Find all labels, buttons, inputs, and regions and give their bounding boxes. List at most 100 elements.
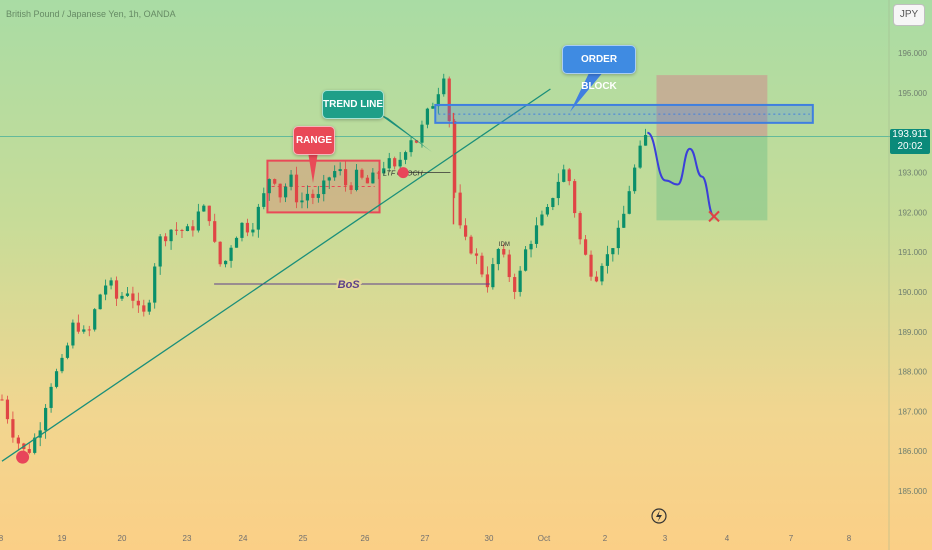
candle-body	[469, 236, 473, 254]
candle-body	[93, 309, 97, 330]
candle-body	[551, 198, 555, 207]
candle-body	[60, 357, 64, 372]
candle-body	[333, 171, 337, 178]
candle-body	[420, 124, 424, 143]
candle-body	[305, 193, 310, 201]
candle-body	[316, 194, 320, 198]
time-tick-label: 30	[485, 534, 494, 543]
trend-line	[1, 88, 551, 462]
price-tick-label: 191.000	[898, 248, 927, 257]
candle-body	[245, 222, 250, 233]
candle-body	[82, 329, 86, 332]
candle-body	[202, 205, 206, 212]
candle-body	[518, 270, 522, 292]
candle-body	[71, 322, 75, 346]
order-block-callout[interactable]: ORDER BLOCK	[562, 45, 636, 92]
candle-body	[109, 280, 113, 286]
candle-body	[447, 78, 451, 122]
candle-body	[573, 181, 577, 214]
trend-line-callout[interactable]: TREND LINE	[322, 90, 384, 119]
candle-body	[0, 399, 4, 401]
candle-body	[556, 181, 560, 199]
candle-body	[611, 248, 615, 255]
candle-body	[65, 345, 70, 358]
candle-body	[578, 213, 582, 240]
candle-body	[267, 179, 271, 194]
candle-body	[273, 179, 277, 184]
candle-body	[38, 430, 42, 438]
candle-body	[431, 106, 435, 109]
candle-body	[174, 229, 179, 231]
candle-body	[633, 167, 637, 192]
candle-body	[5, 399, 10, 420]
candle-body	[114, 280, 119, 299]
candle-body	[371, 172, 375, 184]
candle-body	[474, 253, 479, 256]
range-callout[interactable]: RANGE	[293, 126, 335, 155]
candle-body	[284, 186, 288, 198]
candle-body	[496, 249, 500, 265]
candle-body	[142, 305, 146, 312]
candle-body	[185, 226, 190, 232]
target-zone	[656, 136, 768, 221]
candle-body	[164, 236, 168, 242]
price-tick-label: 187.000	[898, 407, 927, 416]
candle-body	[562, 169, 566, 182]
candle-body	[49, 386, 53, 408]
time-tick-label: 8	[0, 534, 4, 543]
candle-body	[240, 222, 244, 238]
projection-path	[646, 131, 716, 218]
candle-body	[158, 236, 162, 267]
candle-body	[251, 229, 255, 233]
range-callout-pointer	[308, 152, 318, 183]
candle-body	[523, 249, 528, 271]
candle-body	[403, 152, 408, 160]
candle-body	[436, 94, 440, 107]
candle-body	[322, 180, 326, 195]
time-tick-label: 2	[603, 534, 608, 543]
candle-body	[376, 172, 380, 174]
candle-body	[234, 237, 239, 248]
candle-body	[169, 229, 173, 242]
candle-body	[213, 221, 217, 242]
candle-body	[583, 239, 588, 255]
candle-body	[643, 135, 648, 146]
candle-body	[27, 449, 31, 453]
candle-body	[153, 266, 157, 303]
order-block-callout-pointer	[570, 71, 604, 112]
candle-body	[180, 229, 184, 232]
candle-body	[76, 322, 80, 332]
candle-body	[218, 241, 222, 265]
price-tick-label: 185.000	[898, 487, 927, 496]
price-tick-label: 195.000	[898, 89, 927, 98]
candle-body	[398, 159, 402, 167]
lightning-icon	[656, 510, 662, 522]
candle-body	[507, 254, 511, 278]
price-tick-label: 192.000	[898, 208, 927, 217]
time-tick-label: 19	[58, 534, 67, 543]
candle-body	[453, 121, 457, 193]
symbol-title: British Pound / Japanese Yen, 1h, OANDA	[6, 9, 176, 19]
candle-body	[16, 437, 20, 444]
candle-body	[256, 206, 260, 230]
candle-body	[589, 254, 593, 277]
candle-body	[354, 169, 359, 190]
candle-body	[349, 185, 353, 190]
candle-body	[616, 227, 620, 249]
candle-body	[125, 293, 130, 296]
swing-low-marker	[16, 450, 30, 464]
candle-body	[529, 243, 533, 250]
candle-body	[491, 264, 495, 288]
candle-body	[207, 205, 211, 222]
candle-body	[365, 177, 370, 184]
candle-body	[393, 158, 397, 167]
time-tick-label: 20	[118, 534, 127, 543]
current-price-value: 193.911	[892, 129, 928, 140]
candle-body	[44, 407, 48, 431]
price-tick-label: 193.000	[898, 169, 927, 178]
currency-button[interactable]: JPY	[893, 4, 925, 26]
